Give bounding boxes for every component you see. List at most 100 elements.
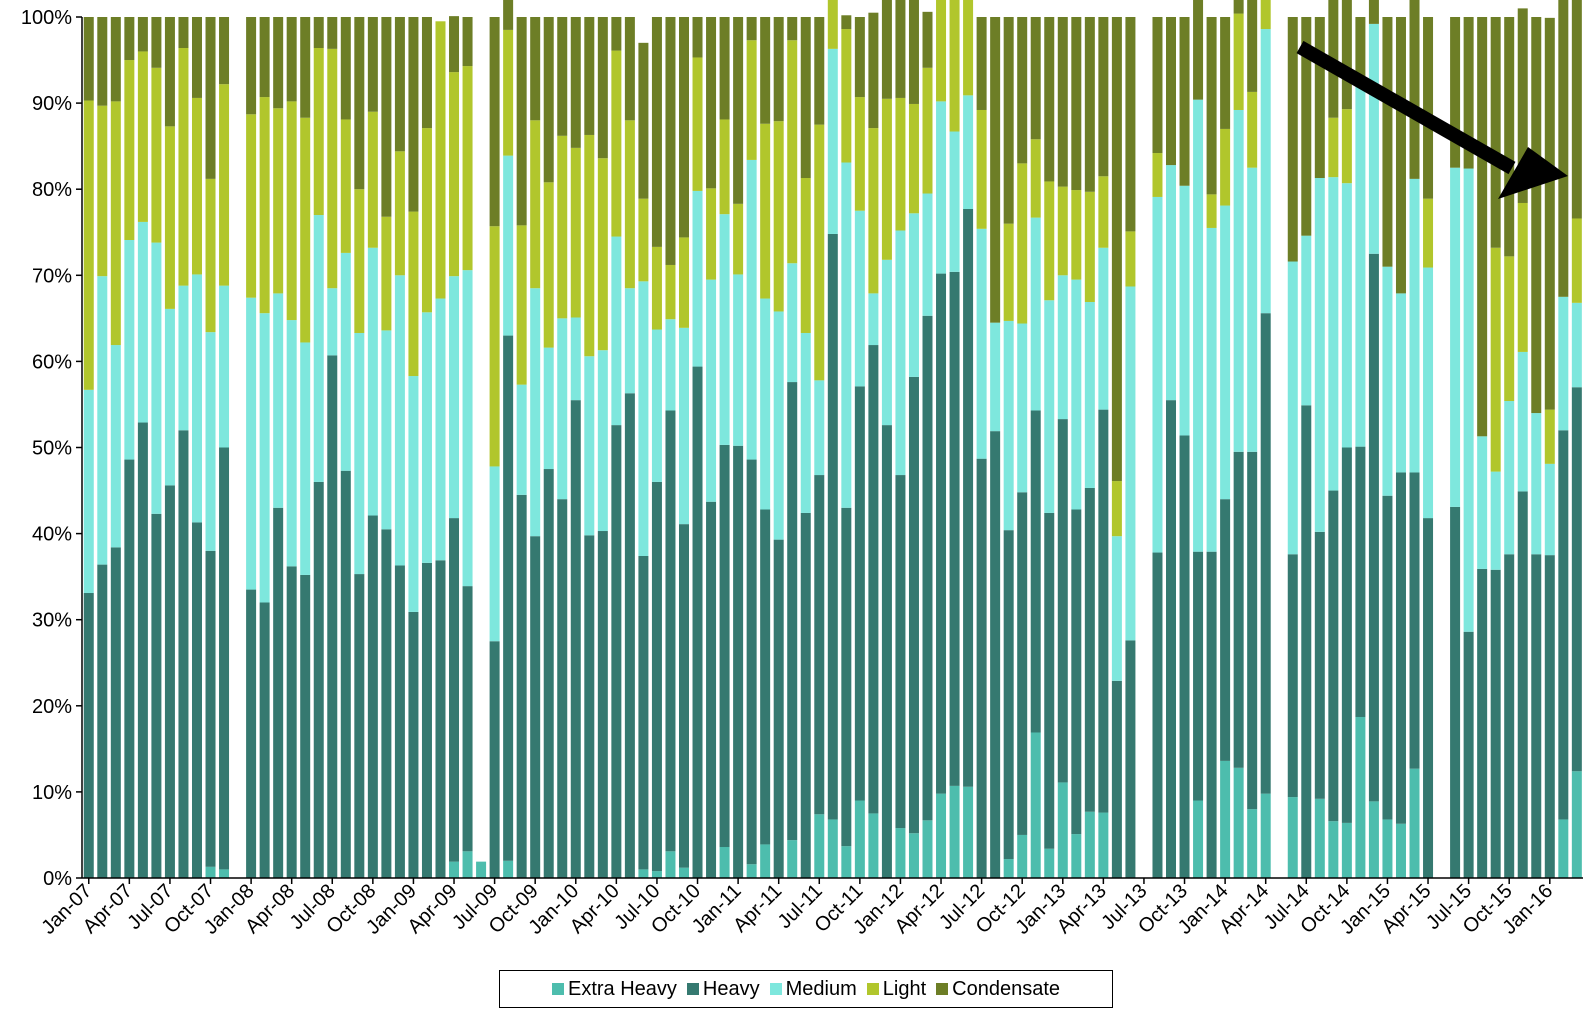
annotation-arrow xyxy=(1296,40,1568,199)
bar-segment-light xyxy=(1084,191,1095,302)
bar-segment-medium xyxy=(219,285,230,448)
bar-segment-condensate xyxy=(354,17,365,190)
bar-segment-light xyxy=(908,103,919,214)
bar-segment-medium xyxy=(584,356,595,536)
bar-segment-condensate xyxy=(1030,17,1041,140)
bar-segment-heavy xyxy=(1152,552,1163,878)
bar-segment-light xyxy=(922,67,933,194)
bar-segment-heavy xyxy=(679,524,689,868)
bar-segment-heavy xyxy=(692,366,703,878)
bar-segment-extra-heavy xyxy=(1341,822,1352,878)
bars-layer xyxy=(83,0,1582,879)
bar-segment-condensate xyxy=(1233,0,1244,14)
bar-segment-heavy xyxy=(922,315,933,821)
bar-segment-medium xyxy=(1071,279,1082,510)
bar-segment-medium xyxy=(611,236,622,426)
bar-segment-light xyxy=(462,66,473,271)
legend-swatch xyxy=(686,983,699,995)
bar-segment-extra-heavy xyxy=(854,800,865,878)
bar-segment-heavy xyxy=(151,513,162,878)
bar-segment-medium xyxy=(421,312,432,563)
bar-segment-heavy xyxy=(1287,554,1298,798)
bar-segment-light xyxy=(949,0,960,132)
bar-segment-light xyxy=(435,21,446,299)
bar-segment-heavy xyxy=(178,430,189,878)
bar-segment-light xyxy=(421,128,432,313)
legend-item-heavy: Heavy xyxy=(686,978,760,1001)
bar-segment-condensate xyxy=(205,17,216,179)
bar-segment-extra-heavy xyxy=(219,869,230,878)
bar-segment-medium xyxy=(1098,247,1109,410)
bar-segment-medium xyxy=(1179,185,1190,436)
bar-segment-medium xyxy=(259,313,270,603)
bar-segment-light xyxy=(83,100,94,390)
bar-segment-light xyxy=(110,101,121,346)
bar-segment-light xyxy=(367,111,378,248)
bar-segment-condensate xyxy=(1571,0,1582,219)
bar-segment-heavy xyxy=(259,602,270,878)
bar-segment-condensate xyxy=(124,17,135,61)
legend-swatch xyxy=(936,983,949,995)
bar-segment-heavy xyxy=(706,501,717,878)
bar-segment-heavy xyxy=(1395,472,1406,824)
legend-swatch xyxy=(866,983,879,995)
bar-segment-heavy xyxy=(530,536,541,878)
bar-segment-medium xyxy=(367,247,378,516)
bar-segment-medium xyxy=(949,131,960,272)
bar-segment-condensate xyxy=(773,17,784,122)
bar-segment-heavy xyxy=(164,485,175,878)
bar-segment-condensate xyxy=(1044,17,1055,182)
bar-segment-extra-heavy xyxy=(1193,800,1204,878)
bar-segment-heavy xyxy=(219,447,230,870)
bar-segment-heavy xyxy=(584,535,595,878)
bar-segment-condensate xyxy=(584,17,595,135)
bar-segment-condensate xyxy=(1098,17,1109,177)
bar-segment-light xyxy=(584,134,595,357)
bar-segment-condensate xyxy=(543,17,554,183)
bar-segment-light xyxy=(1517,202,1528,352)
bar-segment-condensate xyxy=(1057,17,1068,187)
bar-segment-heavy xyxy=(503,335,514,861)
y-tick-label: 0% xyxy=(43,868,72,890)
bar-segment-heavy xyxy=(1382,495,1393,820)
bar-segment-heavy xyxy=(1179,435,1190,878)
bar-segment-condensate xyxy=(313,17,324,48)
bar-segment-condensate xyxy=(1301,17,1312,236)
y-tick-label: 60% xyxy=(32,351,72,373)
bar-segment-medium xyxy=(205,332,216,551)
bar-segment-light xyxy=(868,128,879,294)
bar-segment-light xyxy=(827,0,838,49)
bar-segment-medium xyxy=(990,322,1001,432)
bar-segment-medium xyxy=(936,101,947,274)
bar-segment-condensate xyxy=(841,15,852,30)
bar-segment-condensate xyxy=(1017,17,1028,164)
bar-segment-condensate xyxy=(1071,17,1082,191)
bar-segment-heavy xyxy=(1084,487,1095,812)
bar-segment-condensate xyxy=(1314,17,1325,179)
bar-segment-medium xyxy=(97,276,108,565)
bar-segment-light xyxy=(97,105,108,277)
bar-segment-light xyxy=(814,124,825,381)
bar-segment-light xyxy=(557,135,568,319)
bar-segment-medium xyxy=(760,298,771,510)
bar-segment-light xyxy=(313,48,324,216)
bar-segment-light xyxy=(787,40,798,264)
bar-segment-light xyxy=(273,108,284,294)
bar-segment-heavy xyxy=(462,586,473,852)
bar-segment-medium xyxy=(489,466,500,642)
bar-segment-light xyxy=(1260,0,1271,30)
bar-segment-condensate xyxy=(421,17,432,129)
bar-segment-condensate xyxy=(854,17,865,98)
bar-segment-light xyxy=(760,123,771,299)
bar-segment-extra-heavy xyxy=(1071,834,1082,878)
bar-segment-condensate xyxy=(97,17,108,106)
bar-segment-extra-heavy xyxy=(814,814,825,878)
bar-segment-condensate xyxy=(219,17,230,85)
bar-segment-extra-heavy xyxy=(1030,732,1041,878)
bar-segment-extra-heavy xyxy=(1571,771,1582,878)
bar-segment-heavy xyxy=(1071,509,1082,835)
bar-segment-medium xyxy=(895,230,906,476)
bar-segment-heavy xyxy=(1477,568,1488,878)
bar-segment-extra-heavy xyxy=(841,846,852,878)
bar-segment-condensate xyxy=(638,42,649,199)
